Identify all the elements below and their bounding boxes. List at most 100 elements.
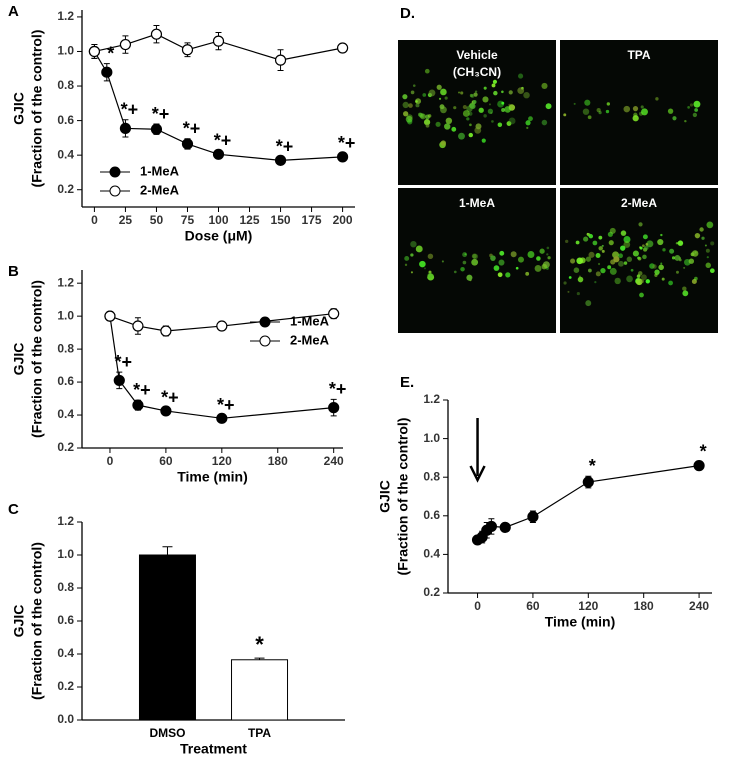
fluorescence [470, 94, 475, 98]
fluorescence [469, 123, 472, 127]
fluorescence [441, 260, 444, 263]
fluorescence [415, 100, 418, 103]
y-tick-label: 0.2 [57, 182, 74, 196]
fluorescence [501, 101, 505, 105]
fluorescence [498, 259, 505, 266]
y-tick-label: 0.8 [423, 469, 440, 483]
marker [212, 35, 225, 47]
fluorescence [601, 244, 604, 247]
fluorescence [618, 253, 623, 259]
fluorescence [497, 100, 505, 108]
fluorescence [458, 132, 465, 140]
fluorescence [436, 84, 442, 90]
significance-label: *+ [133, 380, 151, 400]
fluorescence [462, 105, 467, 110]
fluorescence [440, 106, 447, 114]
panel-label: B [8, 263, 19, 280]
image-label: 1-MeA [459, 196, 495, 210]
fluorescence [573, 267, 580, 273]
fluorescence [642, 254, 647, 260]
fluorescence [645, 279, 650, 284]
fluorescence [547, 256, 551, 260]
fluorescence [491, 83, 496, 88]
fluorescence [427, 114, 432, 118]
marker [181, 138, 194, 150]
y-tick-label: 0.4 [423, 547, 440, 561]
y-axis-label: (Fraction of the control) [395, 418, 411, 576]
panel-label: D. [400, 5, 415, 22]
fluorescence [481, 138, 486, 143]
fluorescence [402, 101, 409, 109]
fluorescence [445, 117, 453, 125]
marker [132, 399, 144, 411]
fluorescence [440, 140, 447, 146]
marker [88, 45, 101, 58]
marker [132, 320, 144, 332]
fluorescence [620, 245, 626, 251]
fluorescence [632, 105, 639, 112]
fluorescence [506, 121, 512, 126]
fluorescence [595, 253, 601, 259]
fluorescence [704, 244, 707, 247]
fluorescence [654, 273, 658, 277]
significance-label: *+ [152, 104, 170, 124]
significance-label: *+ [329, 379, 347, 399]
series-line [109, 316, 334, 419]
fluorescence [644, 245, 649, 251]
fluorescence [587, 268, 592, 273]
legend-marker [109, 166, 121, 178]
fluorescence [699, 227, 704, 232]
x-tick-label: 150 [271, 213, 291, 227]
fluorescence [676, 270, 679, 274]
fluorescence [636, 274, 641, 278]
significance-label: *+ [115, 352, 133, 372]
significance-label: *+ [161, 387, 179, 407]
fluorescence [471, 253, 477, 259]
fluorescence [427, 253, 434, 260]
fluorescence [687, 106, 690, 109]
y-axis-label: GJIC [11, 605, 27, 638]
fluorescence [709, 268, 715, 274]
fluorescence [632, 115, 639, 122]
fluorescence [623, 261, 628, 265]
fluorescence [458, 91, 461, 94]
fluorescence [567, 290, 570, 293]
y-tick-label: 0.2 [423, 585, 440, 599]
fluorescence [407, 119, 413, 125]
y-axis-label: (Fraction of the control) [29, 30, 45, 188]
fluorescence [658, 264, 664, 271]
image-label: TPA [627, 48, 650, 62]
marker [216, 320, 228, 332]
fluorescence [510, 251, 517, 258]
marker [328, 402, 340, 414]
fluorescence [462, 252, 468, 258]
fluorescence [645, 243, 649, 246]
fluorescence [427, 272, 434, 279]
fluorescence [662, 248, 666, 252]
y-tick-label: 0.6 [423, 508, 440, 522]
fluorescence [623, 105, 631, 113]
fluorescence [472, 100, 477, 104]
fluorescence [415, 103, 420, 108]
error-bar [162, 546, 173, 555]
fluorescence [517, 256, 524, 263]
fluorescence [474, 261, 477, 264]
x-tick-label: 0 [474, 599, 481, 613]
fluorescence [415, 98, 422, 105]
fluorescence [609, 267, 617, 275]
y-tick-label: 0.2 [57, 679, 74, 693]
fluorescence [499, 250, 505, 256]
fluorescence [404, 263, 408, 267]
y-axis-label: (Fraction of the control) [29, 280, 45, 438]
fluorescence [677, 240, 684, 246]
y-tick-label: 0.6 [57, 613, 74, 627]
fluorescence [682, 286, 687, 291]
fluorescence [585, 300, 592, 307]
fluorescence [688, 258, 695, 264]
fluorescence [488, 103, 491, 106]
marker [274, 54, 287, 66]
fluorescence [539, 248, 545, 254]
legend-label: 2-MeA [140, 182, 180, 197]
fluorescence [694, 251, 697, 254]
